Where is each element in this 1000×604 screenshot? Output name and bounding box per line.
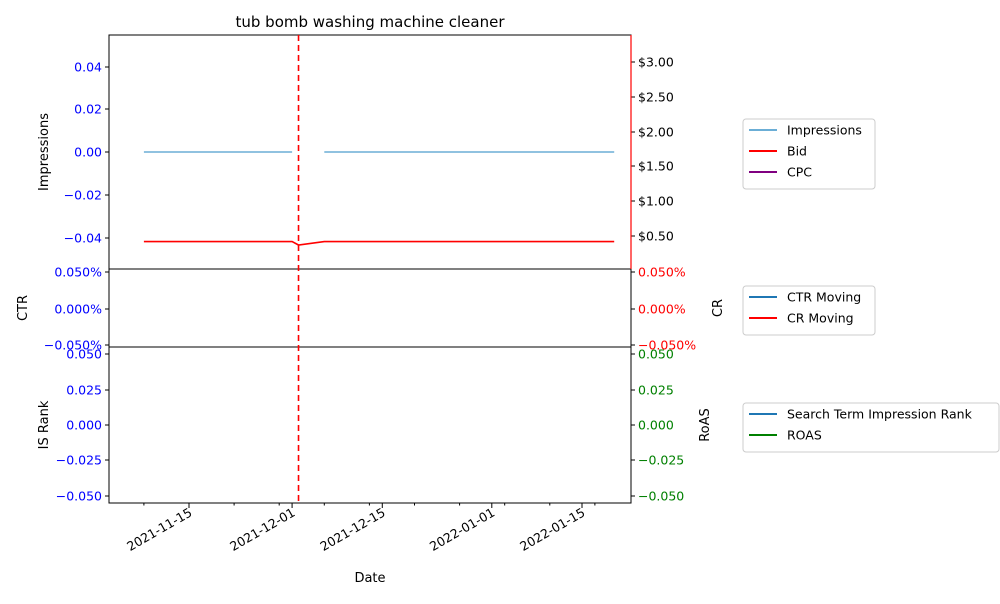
x-tick-label: 2022-01-01: [427, 505, 497, 554]
y-tick-label: 0.050: [66, 347, 102, 362]
y-axis-label: Impressions: [37, 113, 52, 191]
x-tick-label: 2022-01-15: [517, 505, 587, 554]
legend-label: Bid: [787, 144, 807, 159]
panel-frame: [108, 346, 632, 504]
x-tick-label: 2021-11-15: [124, 505, 194, 554]
y-tick-label: 0.050%: [54, 265, 102, 280]
y-tick-label: 0.025: [66, 383, 102, 398]
y-tick-label: 0.00: [74, 145, 102, 160]
legend-label: Search Term Impression Rank: [787, 407, 973, 422]
y2-axis-label: CR: [711, 299, 726, 317]
y-tick-label: 0.04: [74, 60, 102, 75]
y2-tick-label: −0.050: [638, 489, 684, 504]
legend-label: CTR Moving: [787, 290, 861, 305]
y-tick-label: 0.000: [66, 418, 102, 433]
y2-tick-label: 0.025: [638, 383, 674, 398]
y2-tick-label: $1.50: [638, 159, 674, 174]
y-tick-label: 0.02: [74, 102, 102, 117]
y2-tick-label: $2.00: [638, 125, 674, 140]
legend-box: [742, 285, 876, 336]
legend-label: CPC: [787, 165, 812, 180]
y2-tick-label: 0.000: [638, 418, 674, 433]
y2-tick-label: $1.00: [638, 194, 674, 209]
y2-tick-label: 0.050%: [638, 265, 686, 280]
y-tick-label: −0.050%: [44, 338, 102, 353]
x-tick-label: 2021-12-15: [317, 505, 387, 554]
y-tick-label: −0.04: [64, 231, 102, 246]
y2-tick-label: $3.00: [638, 55, 674, 70]
legend-label: CR Moving: [787, 311, 854, 326]
legend-box: [742, 402, 1000, 453]
bid-line: [143, 240, 615, 246]
y-tick-label: −0.02: [64, 188, 102, 203]
y2-tick-label: −0.050%: [638, 338, 696, 353]
y-tick-label: 0.000%: [54, 302, 102, 317]
y2-tick-label: $2.50: [638, 90, 674, 105]
y2-tick-label: 0.050: [638, 347, 674, 362]
y-tick-label: −0.050: [56, 489, 102, 504]
y2-tick-label: 0.000%: [638, 302, 686, 317]
panel-frame: [108, 268, 632, 348]
y2-axis-label: RoAS: [698, 408, 713, 442]
legend-label: Impressions: [787, 123, 862, 138]
y2-tick-label: $0.50: [638, 229, 674, 244]
legend-label: ROAS: [787, 428, 822, 443]
y2-tick-label: −0.025: [638, 453, 684, 468]
x-axis-label: Date: [354, 571, 385, 586]
x-tick-label: 2021-12-01: [227, 505, 297, 554]
chart-title: tub bomb washing machine cleaner: [236, 13, 506, 31]
y-tick-label: −0.025: [56, 453, 102, 468]
y-axis-label: IS Rank: [37, 400, 52, 449]
y-axis-label: CTR: [16, 295, 31, 321]
